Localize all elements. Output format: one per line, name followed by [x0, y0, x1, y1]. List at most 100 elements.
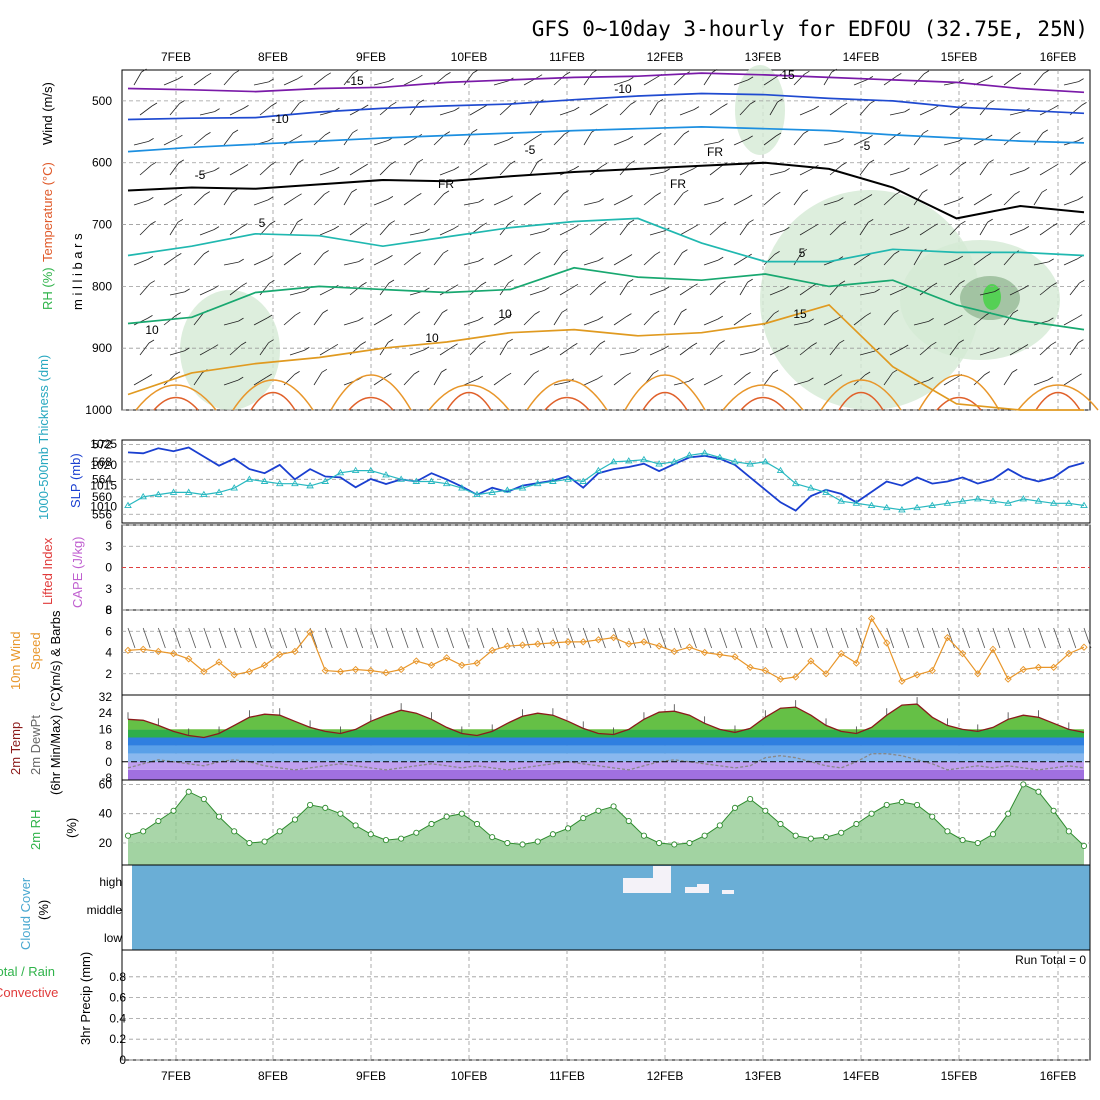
- wind-barb: [463, 72, 474, 86]
- wind-barb-flag: [242, 164, 249, 168]
- wind-barb: [439, 110, 455, 116]
- wind10-marker: [427, 661, 436, 669]
- wind-barb: [349, 225, 363, 236]
- wind10-marker: [549, 639, 557, 647]
- thickness-marker: [685, 451, 694, 458]
- wind-barb-flag: [718, 197, 724, 202]
- wind10-marker: [913, 671, 921, 679]
- wind-barb: [889, 288, 904, 296]
- wind-barb: [223, 320, 239, 326]
- wind10-marker: [655, 642, 663, 650]
- wind-barb: [163, 315, 176, 326]
- y-tick-label: 564: [92, 472, 112, 486]
- wind-barb-flag: [1048, 258, 1054, 263]
- wind10-marker: [412, 657, 420, 665]
- wind-barb: [733, 79, 749, 86]
- wind-barb-flag: [233, 70, 240, 75]
- wind-barb-flag: [957, 196, 964, 201]
- wind-barb: [343, 261, 359, 266]
- rh-marker: [656, 839, 663, 847]
- wind10-barb: [1038, 627, 1046, 649]
- rh-marker: [155, 817, 162, 825]
- rh-shade: [983, 284, 1001, 310]
- wind-barb: [703, 141, 719, 146]
- wind-barb-flag: [417, 158, 424, 163]
- label-temp-b: 2m DewPt: [28, 715, 43, 775]
- wind-barb-flag: [867, 219, 874, 223]
- wind10-barb: [249, 627, 257, 649]
- wind-barb: [739, 103, 751, 116]
- rh-marker: [473, 820, 481, 828]
- wind-barb: [289, 291, 305, 296]
- wind-barb: [463, 319, 479, 326]
- rh-marker: [898, 798, 905, 806]
- wind-barb-flag: [358, 258, 364, 262]
- warm-contour-inner: [153, 396, 199, 411]
- wind-barb-flag: [928, 318, 934, 322]
- wind-barb: [199, 170, 215, 176]
- wind-barb-flag: [242, 223, 248, 227]
- wind-barb: [163, 196, 178, 206]
- wind-barb-flag: [358, 317, 364, 321]
- warm-contour: [232, 379, 314, 411]
- wind-barb-flag: [325, 72, 332, 77]
- wind-barb: [433, 371, 442, 386]
- wind-barb-flag: [444, 131, 451, 135]
- wind-barb: [499, 104, 512, 116]
- wind10-marker: [1004, 675, 1012, 683]
- cloud-block: [623, 878, 653, 893]
- thickness-marker: [609, 457, 618, 465]
- wind-barb-flag: [1052, 163, 1059, 168]
- wind-barb: [973, 255, 987, 266]
- wind-barb: [139, 224, 151, 236]
- wind-barb-flag: [388, 279, 395, 284]
- thickness-marker: [700, 449, 709, 456]
- wind-barb-flag: [748, 219, 754, 224]
- wind-barb-flag: [634, 348, 640, 353]
- y-tick-label: 6: [105, 603, 112, 617]
- wind-barb: [859, 350, 875, 356]
- wind-barb-flag: [903, 226, 910, 231]
- rh-marker: [261, 838, 268, 845]
- wind-barb-flag: [442, 249, 449, 254]
- y-tick-label: 568: [92, 455, 112, 469]
- wind-barb-flag: [655, 192, 661, 196]
- y-tick-label: 8: [105, 739, 112, 753]
- label-wind10-b: Speed: [28, 632, 43, 670]
- wind10-marker: [154, 647, 162, 656]
- wind-barb: [133, 259, 149, 266]
- thickness-marker: [275, 479, 284, 487]
- wind-barb-flag: [240, 341, 247, 346]
- rh-marker: [701, 832, 708, 839]
- wind-barb: [223, 379, 239, 386]
- isotherm-5: [127, 217, 1085, 263]
- rh-marker: [170, 807, 177, 814]
- wind10-marker: [503, 642, 512, 650]
- wind-barb: [199, 111, 215, 116]
- contour-label: FR: [670, 177, 686, 191]
- wind-barb: [1063, 376, 1077, 386]
- wind10-marker: [731, 653, 739, 661]
- rh-marker: [1080, 842, 1088, 849]
- panel-upper-air: 500 600 700 800 900 1000 -15 -10 -10 -5 -5 -5 FR FR FR…: [85, 65, 1099, 417]
- wind-barb: [1069, 223, 1081, 236]
- thickness-marker: [184, 488, 193, 495]
- wind-barb: [229, 167, 244, 176]
- rh-line: [127, 783, 1085, 847]
- wind-barb: [883, 313, 894, 326]
- thickness-marker: [230, 484, 239, 491]
- wind-barb-flag: [243, 105, 249, 109]
- wind10-marker: [640, 638, 648, 646]
- wind-barb-flag: [205, 132, 211, 136]
- wind-barb-flag: [333, 166, 340, 171]
- wind-barb: [343, 320, 359, 326]
- wind10-marker: [776, 675, 785, 683]
- wind-barb: [649, 171, 665, 176]
- wind-barb-flag: [896, 73, 902, 77]
- contour-label: FR: [707, 145, 723, 159]
- thickness-marker: [989, 497, 997, 504]
- wind-barb-flag: [803, 130, 809, 134]
- thickness-marker: [822, 488, 830, 495]
- wind-barb-flag: [1015, 72, 1022, 77]
